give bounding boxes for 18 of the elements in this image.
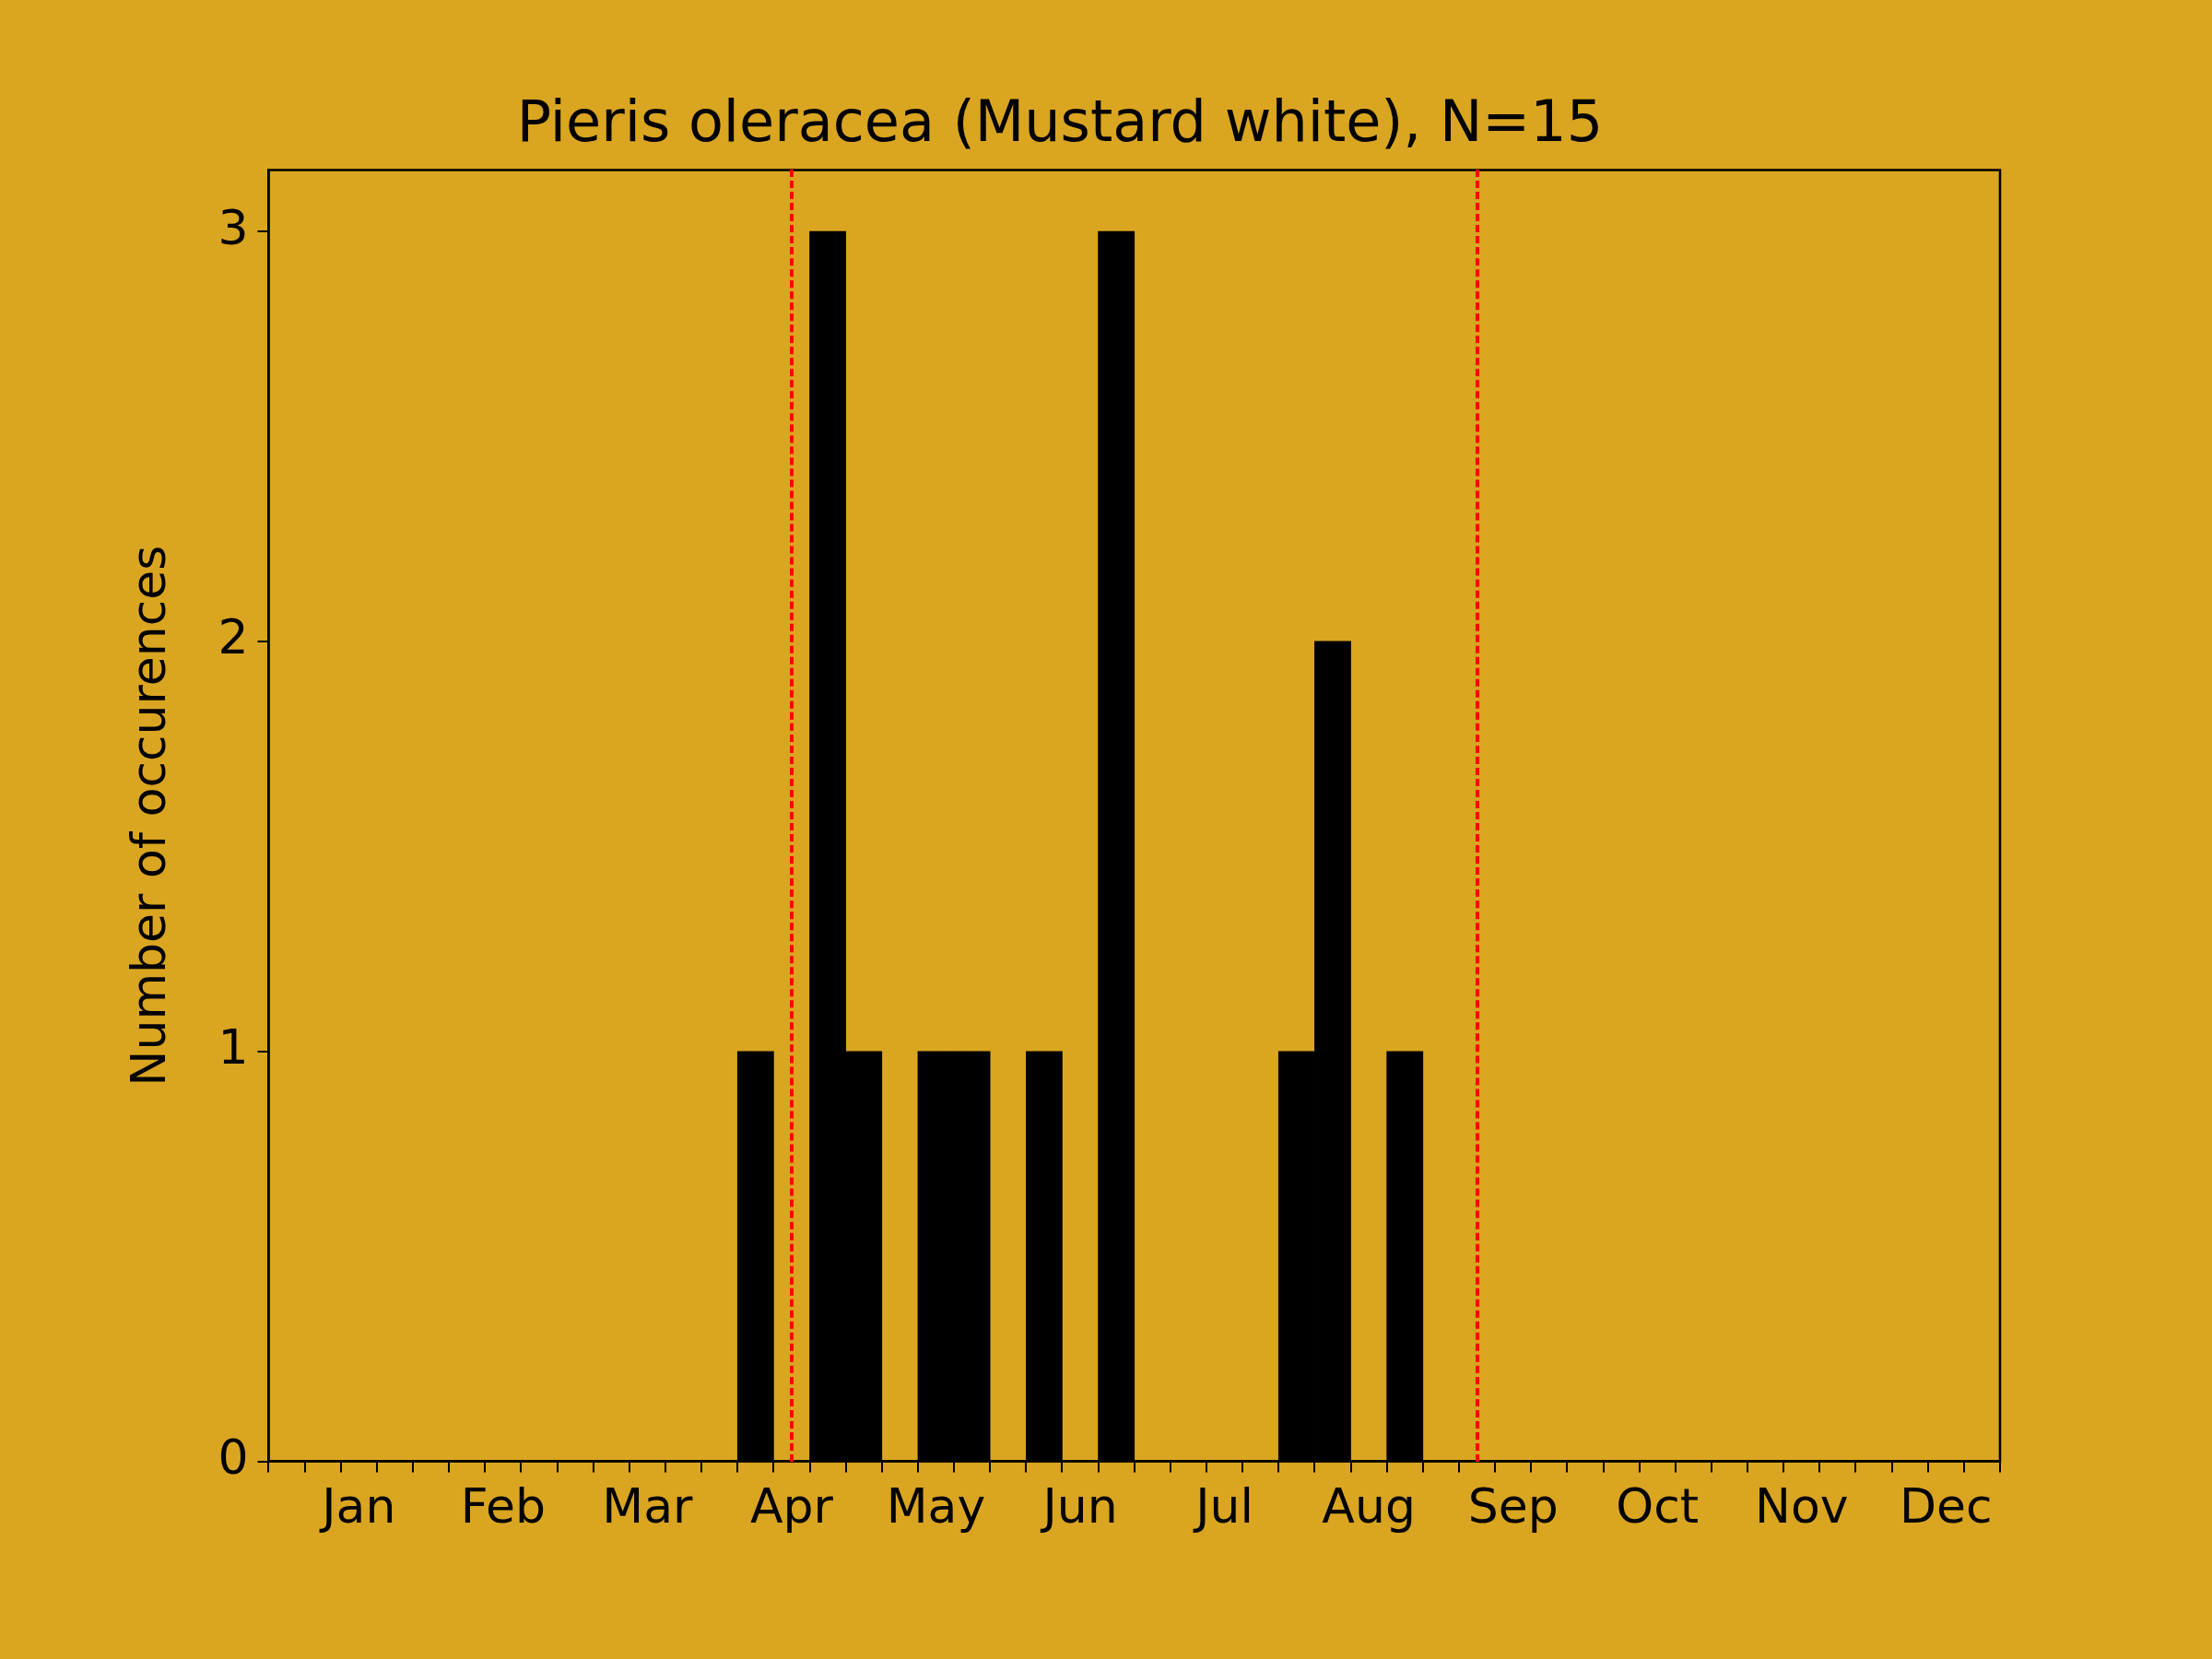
- x-tick-label: Aug: [1322, 1478, 1416, 1535]
- chart-title: Pieris oleracea (Mustard white), N=15: [516, 88, 1604, 156]
- y-tick-label: 3: [218, 199, 249, 255]
- x-tick-label: Feb: [460, 1478, 546, 1535]
- x-tick-label: Dec: [1899, 1478, 1993, 1535]
- x-tick-label: Jul: [1193, 1478, 1253, 1535]
- x-tick-label: Sep: [1467, 1478, 1559, 1535]
- y-tick-label: 0: [218, 1430, 249, 1486]
- x-tick-label: Apr: [749, 1478, 834, 1535]
- y-tick-label: 2: [218, 609, 249, 665]
- y-axis-title: Number of occurences: [120, 545, 176, 1087]
- x-tick-label: Mar: [602, 1478, 694, 1535]
- x-tick-label: Jun: [1040, 1478, 1118, 1535]
- x-tick-label: Jan: [319, 1478, 396, 1535]
- x-tick-label: May: [886, 1478, 986, 1535]
- y-tick-label: 1: [218, 1019, 249, 1076]
- x-tick-label: Nov: [1755, 1478, 1849, 1535]
- x-tick-label: Oct: [1616, 1478, 1700, 1535]
